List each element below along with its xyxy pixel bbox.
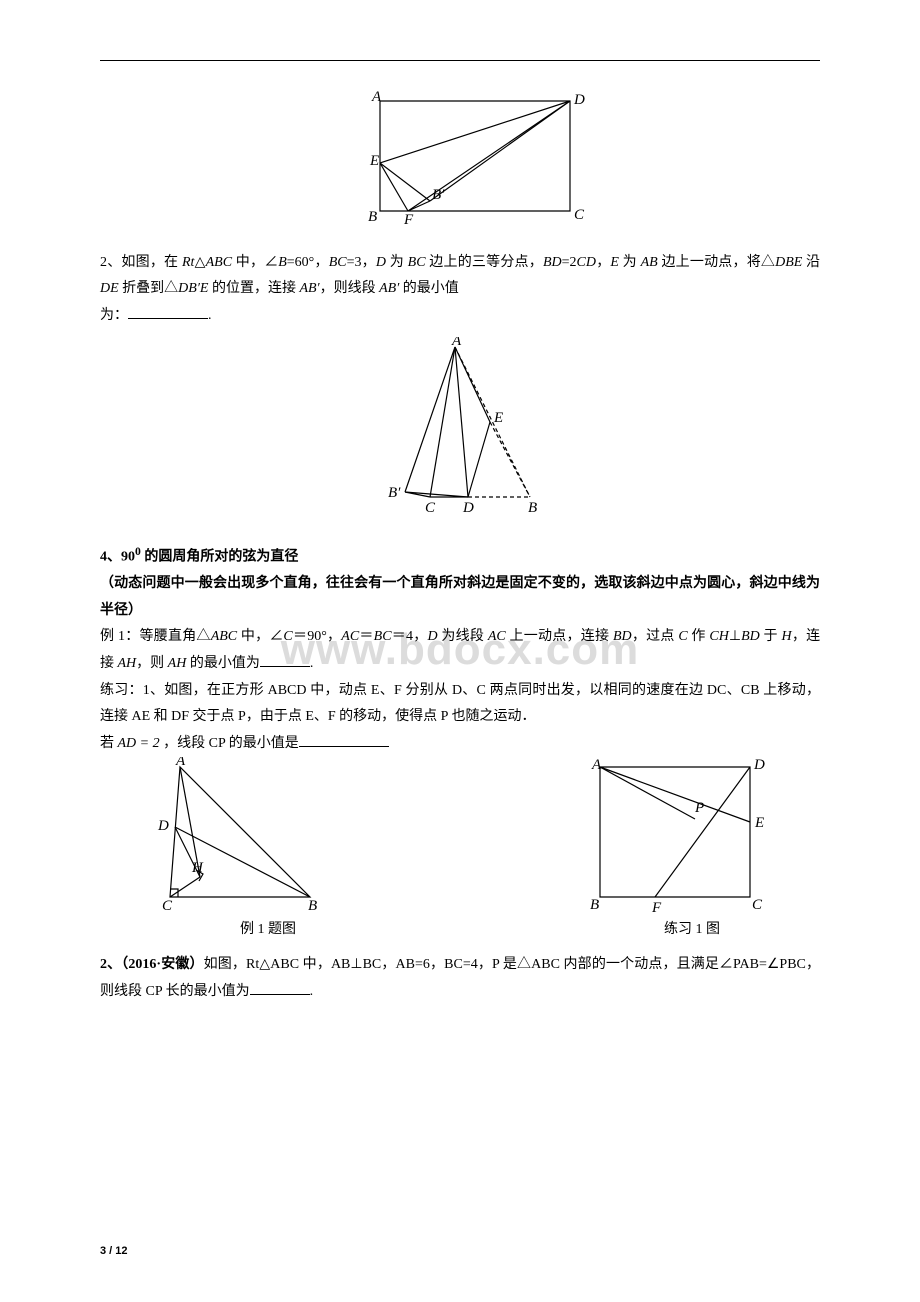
svg-text:C: C <box>574 207 585 223</box>
svg-text:E: E <box>754 815 764 831</box>
svg-text:C: C <box>425 500 436 516</box>
svg-text:D: D <box>573 92 585 108</box>
svg-text:B: B <box>368 209 377 225</box>
svg-text:B′: B′ <box>432 187 445 203</box>
caption-prac1: 练习 1 图 <box>664 917 720 944</box>
svg-text:A: A <box>371 91 382 105</box>
svg-text:D: D <box>753 757 765 773</box>
caption-row: 例 1 题图 练习 1 图 <box>100 917 820 944</box>
svg-text:F: F <box>651 900 662 916</box>
svg-text:B′: B′ <box>388 485 401 501</box>
svg-text:B: B <box>528 500 537 516</box>
svg-text:D: D <box>157 818 169 834</box>
svg-text:A: A <box>175 757 186 769</box>
figure-2: A E B′ C D B <box>100 337 820 533</box>
svg-text:B: B <box>590 897 599 913</box>
svg-text:E: E <box>369 153 379 169</box>
page-number: 3 / 12 <box>100 1241 128 1262</box>
svg-text:C: C <box>162 898 173 914</box>
figure-1: A D E B F B′ C <box>100 91 820 242</box>
problem-2: 2、如图，在 Rt△ABC 中，∠B=60°，BC=3，D 为 BC 边上的三等… <box>100 250 820 330</box>
svg-text:P: P <box>694 800 704 816</box>
caption-ex1: 例 1 题图 <box>240 917 296 944</box>
problem-2b: 2、（2016·安徽）如图，Rt△ABC 中，AB⊥BC，AB=6，BC=4，P… <box>100 952 820 1005</box>
svg-text:B: B <box>308 898 317 914</box>
svg-text:A: A <box>591 757 602 773</box>
svg-text:C: C <box>752 897 763 913</box>
svg-text:D: D <box>462 500 474 516</box>
practice-1: 练习：1、如图，在正方形 ABCD 中，动点 E、F 分别从 D、C 两点同时出… <box>100 678 820 758</box>
example-1: 例 1：等腰直角△ABC 中，∠C＝90°，AC＝BC＝4，D 为线段 AC 上… <box>100 624 820 677</box>
heading-4: 4、900 的圆周角所对的弦为直径 <box>100 541 820 571</box>
figure-row: A D H C B A D <box>100 757 820 917</box>
note-text: （动态问题中一般会出现多个直角，往往会有一个直角所对斜边是固定不变的，选取该斜边… <box>100 571 820 624</box>
figure-ex1: A D H C B <box>140 757 340 917</box>
svg-text:H: H <box>191 860 204 876</box>
svg-text:A: A <box>451 337 462 349</box>
header-rule <box>100 60 820 61</box>
figure-prac1: A D P E B F C <box>570 757 780 917</box>
svg-text:F: F <box>403 212 414 228</box>
svg-text:E: E <box>493 410 503 426</box>
